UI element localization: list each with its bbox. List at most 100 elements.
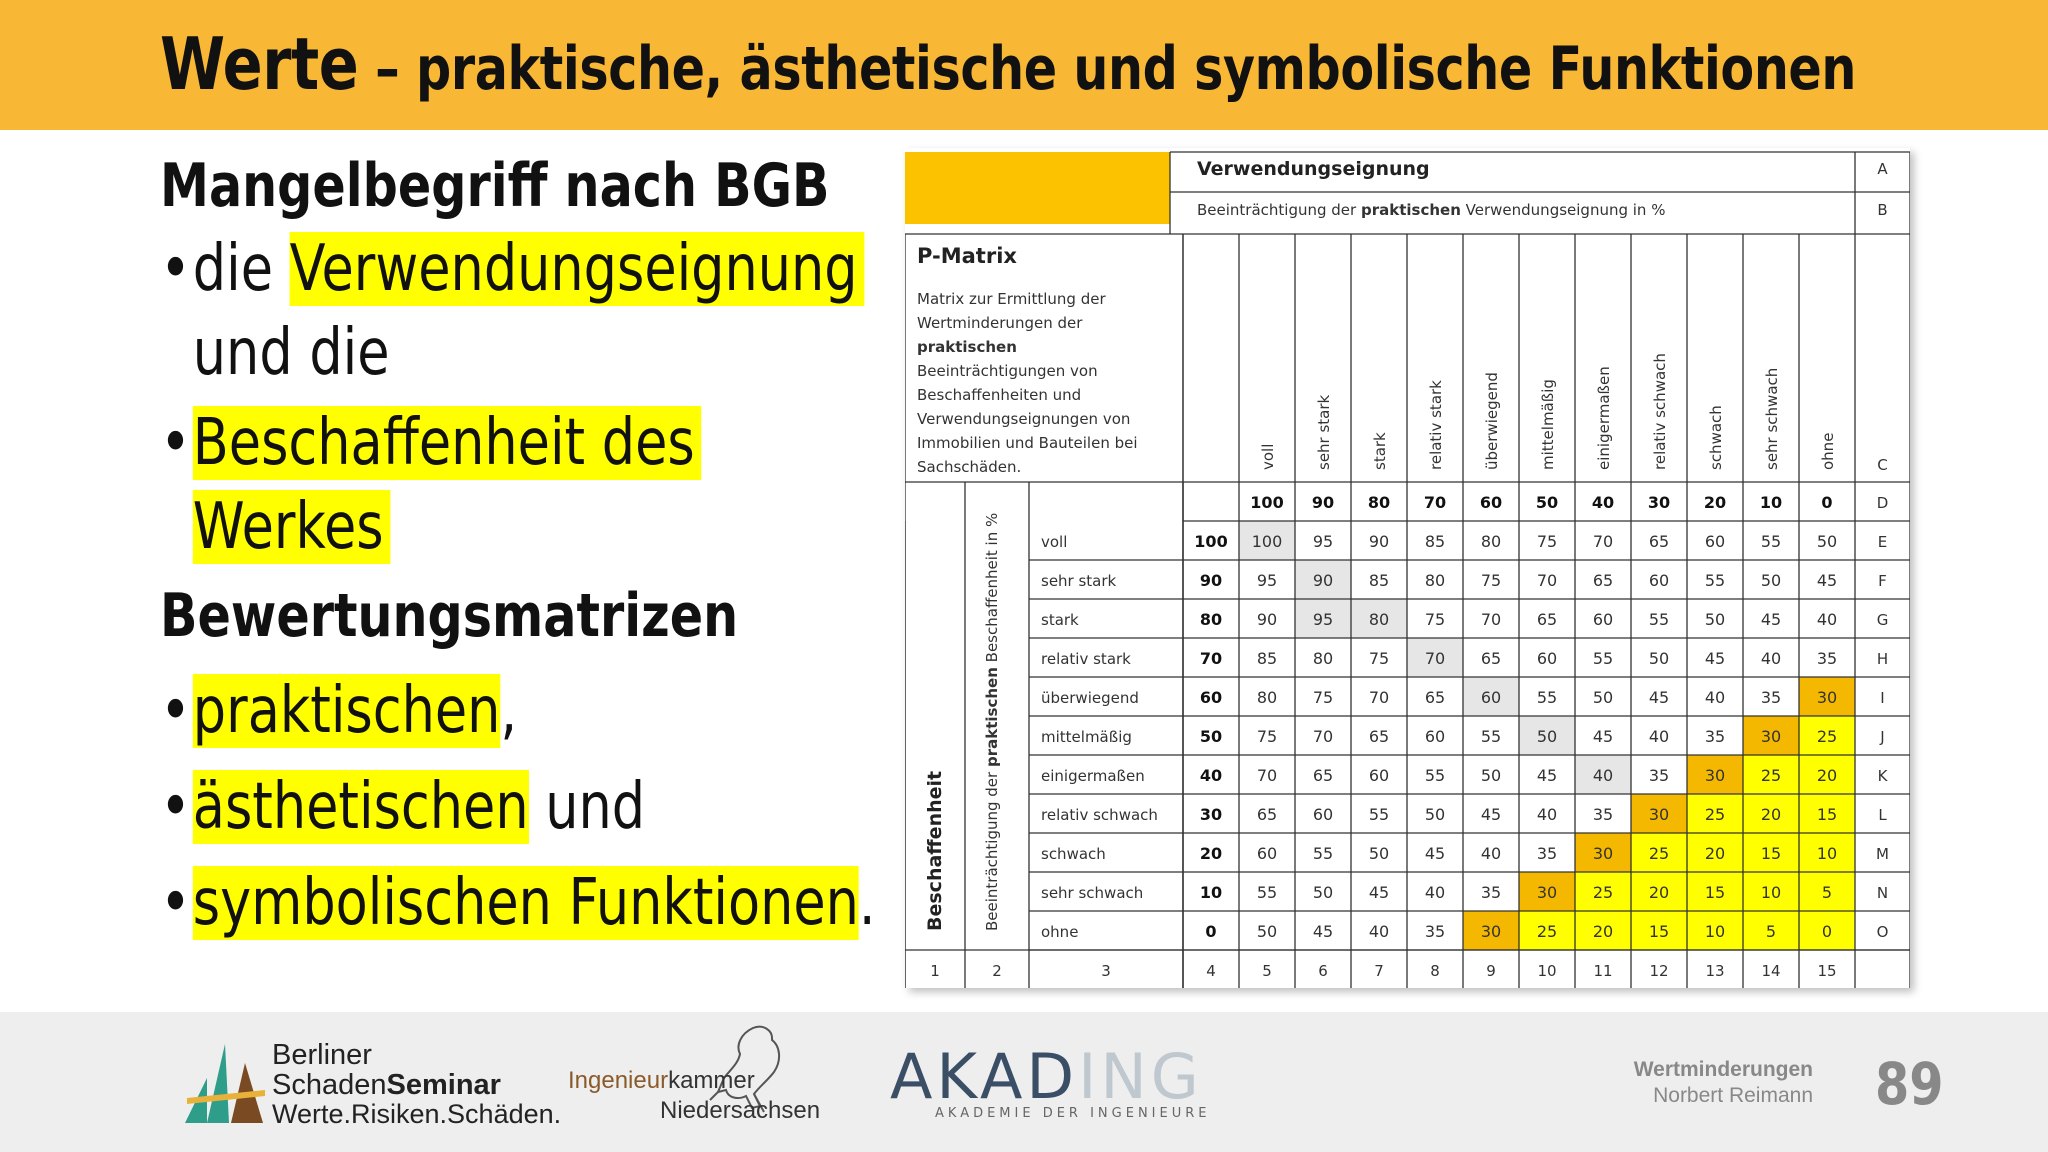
matrix-cell: 85 — [1425, 532, 1445, 551]
svg-text:praktischen: praktischen — [917, 338, 1017, 356]
matrix-cell: 30 — [1537, 883, 1557, 902]
matrix-cell: 40 — [1649, 727, 1669, 746]
matrix-cell: 30 — [1817, 688, 1837, 707]
matrix-cell-fill — [1631, 872, 1687, 911]
right-letter: C — [1877, 456, 1887, 474]
matrix-cell: 10 — [1705, 922, 1725, 941]
matrix-cell: 55 — [1649, 610, 1669, 629]
matrix-cell: 55 — [1593, 649, 1613, 668]
right-letter: N — [1877, 884, 1888, 902]
row-value: 70 — [1200, 649, 1222, 668]
bullet1-prefix: die — [192, 232, 290, 306]
matrix-cell: 60 — [1593, 610, 1613, 629]
matrix-cell: 70 — [1257, 766, 1277, 785]
akading-subtitle: AKADEMIE DER INGENIEURE — [935, 1106, 1211, 1121]
column-value: 80 — [1368, 493, 1390, 512]
column-value: 20 — [1704, 493, 1726, 512]
right-letter: M — [1876, 845, 1889, 863]
highlight-beschaffenheit: Beschaffenheit des — [192, 406, 702, 480]
matrix-cell: 35 — [1593, 805, 1613, 824]
matrix-cell: 75 — [1313, 688, 1333, 707]
right-letter: I — [1880, 689, 1884, 707]
matrix-cell: 30 — [1761, 727, 1781, 746]
right-letter: H — [1877, 650, 1888, 668]
svg-text:Verwendungseignungen von: Verwendungseignungen von — [917, 410, 1130, 428]
matrix-cell: 50 — [1817, 532, 1837, 551]
matrix-cell: 35 — [1481, 883, 1501, 902]
bottom-number: 13 — [1705, 962, 1724, 980]
bottom-number: 7 — [1374, 962, 1384, 980]
matrix-cell: 80 — [1313, 649, 1333, 668]
verwendungseignung-subtitle: Beeinträchtigung der praktischen Verwend… — [1197, 201, 1665, 219]
cell-layer — [1239, 521, 1855, 950]
matrix-cell-fill — [1799, 872, 1855, 911]
highlight-verwendungseignung: Verwendungseignung — [289, 232, 865, 306]
row-label: sehr schwach — [1041, 884, 1143, 902]
matrix-cell: 50 — [1705, 610, 1725, 629]
highlight-werkes: Werkes — [192, 490, 391, 564]
matrix-cell: 55 — [1537, 688, 1557, 707]
matrix-cell-fill — [1799, 716, 1855, 755]
matrix-cell-fill — [1631, 911, 1687, 950]
heading-mangelbegriff: Mangelbegriff nach BGB — [160, 151, 830, 221]
matrix-cell: 65 — [1313, 766, 1333, 785]
matrix-cell: 80 — [1369, 610, 1389, 629]
matrix-cell-fill — [1463, 911, 1519, 950]
row-label: sehr stark — [1041, 572, 1117, 590]
matrix-cell: 15 — [1649, 922, 1669, 941]
column-label: ohne — [1819, 433, 1837, 470]
matrix-cell: 30 — [1593, 844, 1613, 863]
matrix-cell-fill — [1743, 755, 1799, 794]
matrix-cell: 65 — [1593, 571, 1613, 590]
matrix-cell: 40 — [1481, 844, 1501, 863]
matrix-cell-fill — [1239, 521, 1295, 560]
matrix-cell: 40 — [1817, 610, 1837, 629]
grid-lines — [905, 151, 1910, 988]
p-matrix-title: P-Matrix — [917, 244, 1017, 268]
matrix-cell: 45 — [1313, 922, 1333, 941]
bullet-glyph: • — [160, 866, 191, 940]
bottom-number: 3 — [1101, 962, 1111, 980]
matrix-cell: 45 — [1705, 649, 1725, 668]
matrix-cell: 40 — [1761, 649, 1781, 668]
matrix-cell-fill — [1743, 911, 1799, 950]
matrix-cell-fill — [1743, 833, 1799, 872]
matrix-cell: 25 — [1817, 727, 1837, 746]
matrix-cell: 40 — [1537, 805, 1557, 824]
matrix-cell: 60 — [1649, 571, 1669, 590]
matrix-cell-fill — [1687, 755, 1743, 794]
row-value: 100 — [1194, 532, 1227, 551]
matrix-cell: 50 — [1425, 805, 1445, 824]
bullet4-suffix: und — [528, 770, 646, 844]
matrix-cell: 45 — [1537, 766, 1557, 785]
right-letter: B — [1877, 201, 1887, 219]
matrix-cell: 60 — [1481, 688, 1501, 707]
matrix-cell: 55 — [1369, 805, 1389, 824]
footer-author: Norbert Reimann — [1653, 1084, 1813, 1107]
matrix-cell: 70 — [1425, 649, 1445, 668]
matrix-cell: 70 — [1537, 571, 1557, 590]
row-label: ohne — [1041, 923, 1078, 941]
matrix-cell: 20 — [1593, 922, 1613, 941]
matrix-cell: 60 — [1425, 727, 1445, 746]
bottom-number: 2 — [992, 962, 1002, 980]
matrix-cell-fill — [1295, 599, 1351, 638]
right-letter: J — [1879, 728, 1884, 746]
matrix-cell: 65 — [1649, 532, 1669, 551]
bottom-number: 15 — [1817, 962, 1836, 980]
matrix-text-layer: voll sehr stark stark relativ stark überwieg… — [930, 160, 1889, 980]
matrix-cell: 85 — [1257, 649, 1277, 668]
matrix-cell-fill — [1687, 794, 1743, 833]
column-label: stark — [1371, 432, 1389, 470]
matrix-cell: 0 — [1822, 922, 1832, 941]
matrix-cell: 45 — [1649, 688, 1669, 707]
matrix-cell: 60 — [1369, 766, 1389, 785]
matrix-cell: 95 — [1257, 571, 1277, 590]
title-bar: Werte – praktische, ästhetische und symb… — [0, 0, 2048, 130]
matrix-cell-fill — [1407, 638, 1463, 677]
matrix-cell: 5 — [1822, 883, 1832, 902]
right-letter: A — [1877, 160, 1888, 178]
matrix-cell: 55 — [1257, 883, 1277, 902]
bullet-glyph: • — [160, 770, 191, 844]
bullet-beschaffenheit: •Beschaffenheit des — [160, 401, 759, 485]
